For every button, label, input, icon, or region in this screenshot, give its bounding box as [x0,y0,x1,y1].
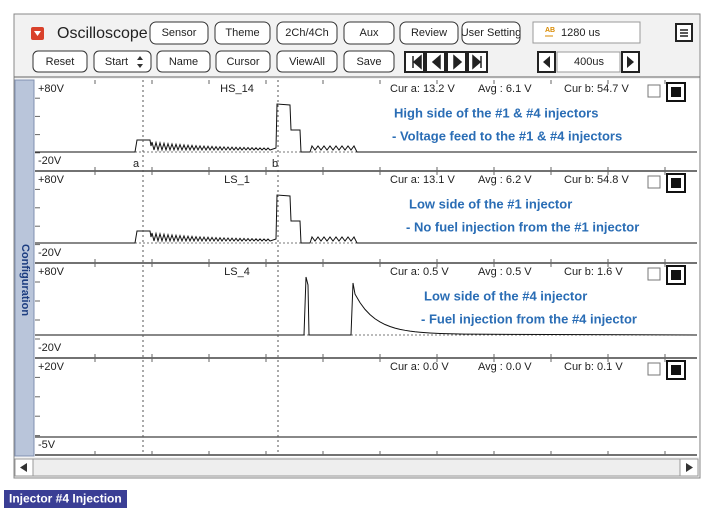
annotation: - Fuel injection from the #4 injector [421,311,637,326]
menu-button-label: 2Ch/4Ch [285,27,328,39]
channel-name: HS_14 [220,83,254,95]
toolbar-button-label: Reset [46,56,75,68]
average-reading: Avg : 6.1 V [478,83,532,95]
menu-button[interactable] [461,21,521,45]
toolbar-button[interactable] [32,50,88,73]
menu-button[interactable] [399,21,459,45]
nav-icon [431,54,441,70]
caption-box [4,490,127,508]
average-reading: Avg : 6.2 V [478,174,532,186]
menu-button[interactable] [276,21,338,45]
toolbar-button-label: Start [105,56,128,68]
channel-button-icon [671,365,681,375]
menu-button-label: User Setting [461,27,522,39]
nav-icon [453,54,463,70]
menu-button-label: Sensor [162,27,197,39]
menu-button[interactable] [214,21,271,45]
scroll-left-arrow [20,463,27,472]
cursor-a-reading: Cur a: 0.5 V [390,266,449,278]
timebase-up-icon [627,56,634,68]
waveform [35,276,698,336]
scroll-right-arrow [686,463,693,472]
time-icon: AB [545,27,555,34]
cursor-b-reading: Cur b: 54.8 V [564,174,629,186]
waveform [35,194,697,244]
time-display [532,21,641,44]
menu-button[interactable] [149,21,209,45]
waveform [35,103,697,153]
toolbar-button[interactable] [276,50,338,73]
menu-button[interactable] [343,21,395,45]
average-reading: Avg : 0.5 V [478,266,532,278]
scale-top: +80V [38,266,65,278]
cursor-b-reading: Cur b: 54.7 V [564,83,629,95]
channel-button-icon [671,178,681,188]
menu-button-label: Theme [225,27,259,39]
menu-button-label: Review [411,27,447,39]
annotation: Low side of the #4 injector [424,288,587,303]
scale-top: +80V [38,83,65,95]
app-title: Oscilloscope [57,25,148,42]
cursor-b-reading: Cur b: 0.1 V [564,361,623,373]
scale-bottom: -20V [38,155,62,167]
menu-button-label: Aux [360,27,379,39]
channel-checkbox[interactable] [647,84,661,98]
side-panel-label: Configuration [19,244,31,316]
toolbar-button[interactable] [343,50,395,73]
toolbar-button-label: Cursor [226,56,259,68]
nav-icon [472,54,482,70]
nav-icon [412,54,422,70]
annotation: - Voltage feed to the #1 & #4 injectors [392,128,622,143]
side-panel[interactable] [14,79,35,457]
plot-area [15,79,699,457]
toolbar-button-label: Save [356,56,381,68]
start-spinner-icon [137,56,143,68]
scale-bottom: -20V [38,342,62,354]
channel-checkbox[interactable] [647,362,661,376]
cursor-a-reading: Cur a: 13.2 V [390,83,455,95]
caption: Injector #4 Injection [9,492,122,506]
toolbar-button-label: Name [169,56,198,68]
scale-top: +20V [38,361,65,373]
scale-bottom: -20V [38,247,62,259]
annotation: Low side of the #1 injector [409,196,572,211]
toolbar-button-label: ViewAll [289,56,325,68]
scale-bottom: -5V [38,439,56,451]
toolbar-button[interactable] [93,50,152,73]
scale-top: +80V [38,174,65,186]
annotation: High side of the #1 & #4 injectors [394,105,598,120]
channel-checkbox[interactable] [647,175,661,189]
timebase-down-icon [543,56,550,68]
cursor-a-label: a [133,158,140,170]
cursor-b-reading: Cur b: 1.6 V [564,266,623,278]
average-reading: Avg : 0.0 V [478,361,532,373]
channel-name: LS_4 [224,266,250,278]
scrollbar[interactable] [14,458,699,477]
channel-checkbox[interactable] [647,267,661,281]
cursor-a-reading: Cur a: 13.1 V [390,174,455,186]
app-icon-arrow [34,31,41,36]
channel-button-icon [671,270,681,280]
toolbar-button[interactable] [215,50,271,73]
channel-name: LS_1 [224,174,250,186]
time-value: 1280 us [561,27,601,39]
cursor-b-label: b [272,158,278,170]
menu-icon [680,29,688,37]
timebase-value: 400us [574,56,604,68]
timebase-box [556,51,621,73]
annotation: - No fuel injection from the #1 injector [406,219,639,234]
toolbar-button[interactable] [156,50,211,73]
channel-button-icon [671,87,681,97]
cursor-a-reading: Cur a: 0.0 V [390,361,449,373]
